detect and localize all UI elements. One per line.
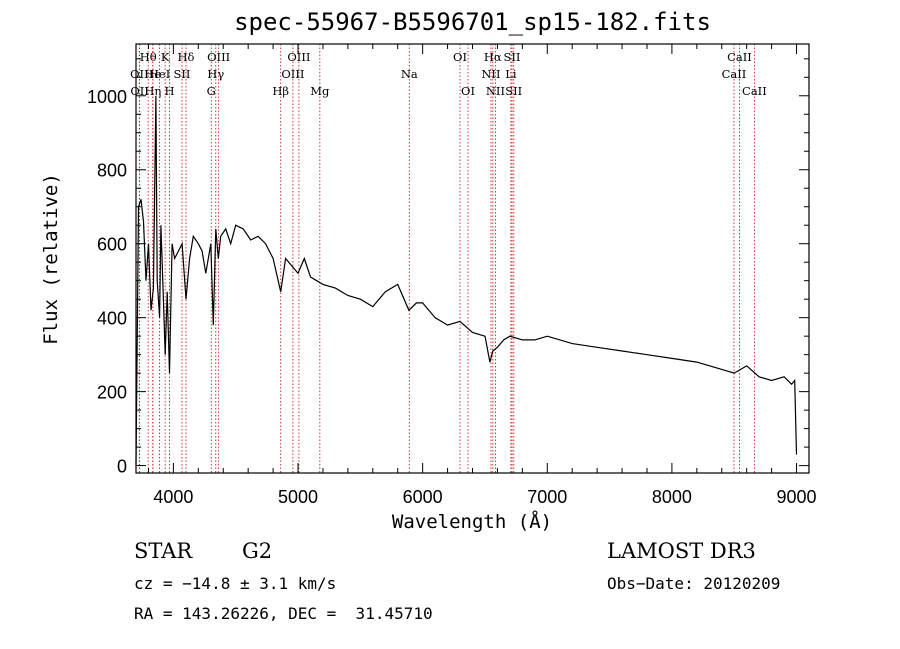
coordinates: RA = 143.26226, DEC = 31.45710 (134, 604, 433, 623)
x-axis-title: Wavelength (Å) (392, 510, 552, 533)
spectral-line-label: Hη (144, 84, 161, 98)
y-tick-label: 800 (97, 161, 127, 181)
spectral-line-label: Mg (310, 84, 330, 98)
plot-frame (135, 43, 810, 474)
spectral-line-label: Hδ (177, 50, 194, 64)
y-tick-label: 0 (117, 457, 127, 477)
spectral-line-markers (138, 44, 755, 473)
spectral-line-label: CaII (722, 67, 747, 81)
spectral-line-label: OIII (281, 67, 304, 81)
x-tick-label: 4000 (153, 487, 193, 507)
spectral-line-label: Hβ (272, 84, 289, 98)
spectral-line-label: NII (486, 84, 505, 98)
redshift-velocity: cz = −14.8 ± 3.1 km/s (134, 574, 337, 593)
spectral-line-label: Li (505, 67, 517, 81)
spectral-line-label: HeI (149, 67, 170, 81)
spectral-line-label: Na (401, 67, 418, 81)
y-axis-title: Flux (relative) (40, 173, 62, 345)
chart-title: spec-55967-B5596701_sp15-182.fits (234, 8, 711, 36)
spectrum-series-line (135, 95, 798, 466)
spectral-line-label: OII (130, 67, 149, 81)
spectral-line-label: CaII (727, 50, 752, 64)
y-tick-label: 400 (97, 309, 127, 329)
spectral-line-label: Hα (484, 50, 502, 64)
axis-ticks: 4000 5000 6000 7000 8000 9000 0 200 400 600 800 100… (87, 44, 817, 507)
x-tick-label: 5000 (278, 487, 318, 507)
x-tick-label: 6000 (403, 487, 443, 507)
object-subclass: G2 (242, 539, 273, 563)
spectral-line-label: Hθ (140, 50, 157, 64)
spectral-line-label: SII (504, 50, 521, 64)
spectral-line-label: OI (453, 50, 467, 64)
x-tick-label: 8000 (652, 487, 692, 507)
x-tick-label: 9000 (777, 487, 817, 507)
spectral-line-label: CaII (742, 84, 767, 98)
spectral-line-label: He (144, 67, 161, 81)
x-tick-label: 7000 (527, 487, 567, 507)
spectral-line-label: K (161, 50, 170, 64)
y-tick-label: 1000 (87, 87, 127, 107)
survey-name: LAMOST DR3 (607, 539, 756, 563)
spectral-line-label: OI (461, 84, 475, 98)
y-tick-label: 200 (97, 383, 127, 403)
spectral-line-label: OII (130, 84, 149, 98)
spectral-line-label: OIII (207, 50, 230, 64)
y-tick-label: 600 (97, 235, 127, 255)
spectral-line-label: NII (481, 67, 500, 81)
spectral-line-label: OIII (287, 50, 310, 64)
spectral-line-label: H (165, 84, 175, 98)
spectral-line-label: SII (505, 84, 522, 98)
spectral-line-label: Hγ (207, 67, 224, 81)
observation-date: Obs−Date: 20120209 (607, 574, 781, 593)
spectral-line-label: SII (174, 67, 191, 81)
spectral-line-label: G (207, 84, 216, 98)
object-class: STAR (134, 539, 193, 563)
